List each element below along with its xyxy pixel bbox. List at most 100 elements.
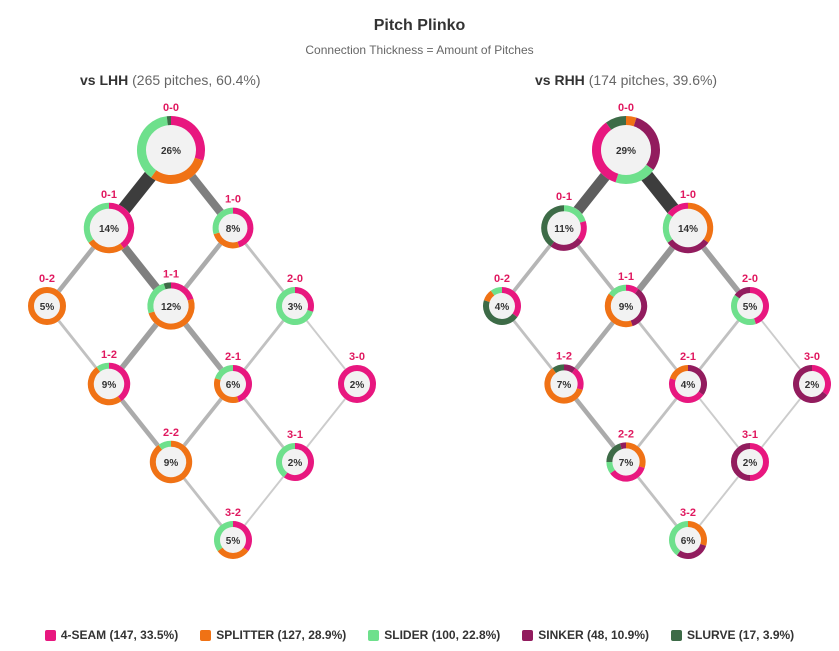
ring-segment-lhh-1-2-slider (96, 362, 110, 372)
node-lhh-3-0[interactable]: 2% 3-0 (338, 351, 376, 403)
ring-segment-rhh-2-2-4-seam (610, 465, 645, 482)
panel-title-lhh-detail: (265 pitches, 60.4%) (132, 72, 261, 88)
node-rhh-3-1-count: 3-1 (742, 429, 758, 441)
panel-title-rhh-main: vs RHH (535, 72, 585, 88)
node-lhh-2-0-pct: 3% (288, 302, 303, 313)
ring-segment-rhh-0-2-slider (490, 287, 503, 296)
node-lhh-1-0-pct: 8% (226, 224, 241, 235)
ring-segment-lhh-3-0-4-seam (338, 365, 376, 403)
node-rhh-3-0-pct: 2% (805, 380, 820, 391)
legend: 4-SEAM (147, 33.5%) SPLITTER (127, 28.9%… (0, 628, 839, 642)
node-rhh-2-1-count: 2-1 (680, 351, 696, 363)
node-rhh-3-2-pct: 6% (681, 536, 696, 547)
node-rhh-0-2-pct: 4% (495, 302, 510, 313)
node-rhh-1-1-count: 1-1 (618, 271, 634, 283)
node-lhh-0-2[interactable]: 5% 0-2 (28, 273, 66, 325)
plinko-plot: 26% 0-0 14% 0-1 8% 1-0 5% 0-2 12% 1-1 3% 2-0 9% 1-2 6%… (28, 102, 831, 559)
ring-segment-lhh-1-1-slider (147, 283, 166, 314)
ring-segment-lhh-2-2-splitter (149, 440, 193, 484)
node-rhh-2-1[interactable]: 4% 2-1 (669, 351, 707, 403)
node-lhh-0-2-pct: 5% (40, 302, 55, 313)
node-lhh-0-0-center (137, 116, 205, 184)
node-lhh-1-2-count: 1-2 (101, 349, 117, 361)
node-lhh-2-0[interactable]: 3% 2-0 (276, 273, 314, 325)
ring-segment-lhh-3-2-4-seam (232, 521, 252, 552)
ring-segment-lhh-2-2-slider (158, 440, 172, 450)
node-lhh-3-0-count: 3-0 (349, 351, 365, 363)
node-lhh-1-1-count: 1-1 (163, 268, 179, 280)
panel-title-lhh-main: vs LHH (80, 72, 129, 88)
ring-segment-rhh-1-2-splitter (544, 368, 583, 404)
node-lhh-2-1[interactable]: 6% 2-1 (214, 351, 252, 403)
ring-segment-rhh-2-0-slider (731, 294, 756, 325)
ring-segment-lhh-0-1-splitter (88, 239, 124, 254)
node-rhh-0-1-count: 0-1 (556, 191, 572, 203)
node-rhh-2-2-pct: 7% (619, 458, 634, 469)
node-rhh-1-1[interactable]: 9% 1-1 (604, 271, 648, 328)
node-rhh-1-2-count: 1-2 (556, 350, 572, 362)
node-rhh-0-0-pct: 29% (616, 146, 636, 157)
node-rhh-1-0-center (662, 202, 714, 254)
node-lhh-2-2[interactable]: 9% 2-2 (149, 427, 193, 484)
node-rhh-3-2[interactable]: 6% 3-2 (669, 507, 707, 559)
node-lhh-0-1[interactable]: 14% 0-1 (83, 189, 135, 254)
node-rhh-1-2-pct: 7% (557, 380, 572, 391)
legend-swatch-splitter (200, 629, 212, 641)
node-rhh-2-0[interactable]: 5% 2-0 (731, 273, 769, 325)
ring-segment-rhh-1-2-slurve (552, 364, 565, 374)
node-lhh-3-1[interactable]: 2% 3-1 (276, 429, 314, 481)
node-rhh-0-2[interactable]: 4% 0-2 (483, 273, 521, 325)
node-lhh-1-2[interactable]: 9% 1-2 (87, 349, 131, 406)
node-rhh-1-1-pct: 9% (619, 302, 634, 313)
legend-item-4-seam[interactable]: 4-SEAM (147, 33.5%) (44, 628, 178, 642)
legend-swatch-slider (368, 629, 380, 641)
node-lhh-1-1[interactable]: 12% 1-1 (147, 268, 195, 330)
ring-segment-rhh-3-1-sinker (731, 443, 751, 481)
ring-segment-lhh-1-1-slurve (163, 282, 172, 290)
legend-item-splitter[interactable]: SPLITTER (127, 28.9%) (200, 628, 346, 642)
node-rhh-2-1-pct: 4% (681, 380, 696, 391)
ring-segment-lhh-1-1-splitter (148, 298, 195, 330)
ring-segment-rhh-3-2-splitter (687, 521, 707, 546)
node-lhh-0-1-center (83, 202, 135, 254)
ring-segment-lhh-1-0-slider (212, 207, 234, 235)
chart-subtitle: Connection Thickness = Amount of Pitches (305, 43, 534, 57)
ring-segment-rhh-3-0-sinker (793, 365, 828, 403)
node-lhh-1-0[interactable]: 8% 1-0 (212, 194, 254, 249)
node-rhh-3-1[interactable]: 2% 3-1 (731, 429, 769, 481)
ring-segment-rhh-1-0-sinker (667, 239, 709, 254)
node-rhh-0-1-center (541, 205, 587, 251)
ring-segment-rhh-1-2-sinker (563, 364, 576, 374)
node-rhh-0-1[interactable]: 11% 0-1 (541, 191, 587, 251)
node-lhh-3-2-pct: 5% (226, 536, 241, 547)
node-rhh-1-0[interactable]: 14% 1-0 (662, 189, 714, 254)
ring-segment-rhh-2-1-sinker (687, 365, 707, 396)
ring-segment-lhh-2-0-slider (276, 287, 314, 325)
ring-segment-rhh-2-2-slurve (606, 443, 623, 463)
node-rhh-0-0-count: 0-0 (618, 102, 634, 114)
node-lhh-0-0[interactable]: 26% 0-0 (137, 102, 205, 184)
node-lhh-3-2[interactable]: 5% 3-2 (214, 507, 252, 559)
node-lhh-3-1-pct: 2% (288, 458, 303, 469)
node-rhh-0-0[interactable]: 29% 0-0 (592, 102, 660, 184)
node-rhh-1-1-center (604, 284, 648, 328)
node-rhh-1-2[interactable]: 7% 1-2 (544, 350, 584, 404)
legend-item-sinker[interactable]: SINKER (48, 10.9%) (522, 628, 649, 642)
panel-title-lhh: vs LHH (265 pitches, 60.4%) (80, 72, 261, 88)
legend-item-slurve[interactable]: SLURVE (17, 3.9%) (671, 628, 794, 642)
node-rhh-3-0[interactable]: 2% 3-0 (793, 351, 831, 403)
node-lhh-2-1-count: 2-1 (225, 351, 241, 363)
ring-segment-lhh-1-0-splitter (213, 232, 240, 249)
node-lhh-0-0-count: 0-0 (163, 102, 179, 114)
ring-segment-rhh-3-2-sinker (676, 543, 707, 559)
node-rhh-2-2[interactable]: 7% 2-2 (606, 428, 646, 482)
ring-segment-rhh-0-0-slurve (606, 116, 627, 130)
ring-segment-rhh-1-0-splitter (687, 202, 714, 243)
node-lhh-0-1-pct: 14% (99, 224, 119, 235)
ring-segment-rhh-1-1-sinker (630, 288, 648, 327)
node-lhh-0-0-pct: 26% (161, 146, 181, 157)
ring-segment-lhh-1-2-4-seam (108, 362, 131, 402)
ring-segment-lhh-3-2-slider (214, 521, 234, 552)
legend-item-slider[interactable]: SLIDER (100, 22.8%) (368, 628, 500, 642)
legend-swatch-4-seam (44, 629, 56, 641)
